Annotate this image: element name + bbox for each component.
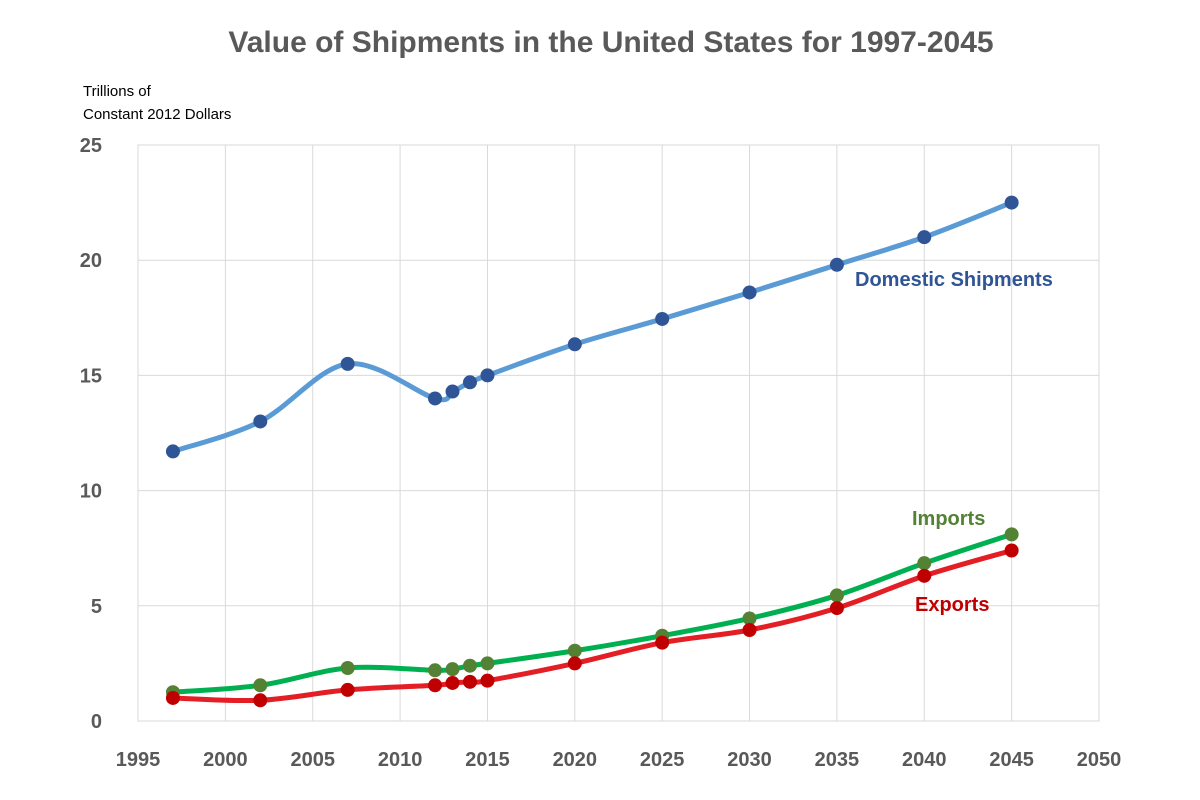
data-point-exports	[480, 673, 495, 688]
data-point-domestic	[829, 257, 844, 272]
series-label-exports: Exports	[915, 594, 989, 616]
gridlines	[137, 144, 1100, 722]
series-group	[165, 195, 1019, 708]
series-label-imports: Imports	[912, 508, 985, 530]
data-point-exports	[567, 656, 582, 671]
data-point-exports	[829, 601, 844, 616]
data-point-imports	[742, 611, 757, 626]
data-point-domestic	[567, 337, 582, 352]
data-point-domestic	[917, 230, 932, 245]
x-tick-label: 2010	[378, 749, 423, 771]
series-line-imports	[170, 531, 1015, 695]
data-point-exports	[253, 693, 268, 708]
x-tick-label: 1995	[116, 749, 161, 771]
x-tick-label: 2005	[290, 749, 335, 771]
series-exports	[165, 543, 1019, 708]
data-point-domestic	[340, 356, 355, 371]
series-line-domestic	[170, 200, 1015, 454]
y-tick-label: 0	[91, 711, 102, 733]
data-point-imports	[1004, 527, 1019, 542]
data-point-domestic	[462, 375, 477, 390]
data-point-domestic	[253, 414, 268, 429]
data-point-imports	[829, 588, 844, 603]
data-point-domestic	[445, 384, 460, 399]
series-label-domestic: Domestic Shipments	[855, 269, 1053, 291]
x-tick-label: 2015	[465, 749, 510, 771]
data-point-exports	[742, 622, 757, 637]
x-tick-label: 2020	[553, 749, 598, 771]
data-point-domestic	[1004, 195, 1019, 210]
data-point-exports	[428, 678, 443, 693]
series-imports	[165, 527, 1019, 700]
data-point-domestic	[655, 311, 670, 326]
x-tick-label: 2025	[640, 749, 685, 771]
x-tick-label: 2040	[902, 749, 947, 771]
data-point-imports	[462, 658, 477, 673]
data-point-domestic	[428, 391, 443, 406]
data-point-imports	[253, 678, 268, 693]
x-tick-labels: 1995 2000 2005 2010 2015 2020 2025 2030 2035 2040…	[116, 749, 1122, 771]
data-point-domestic	[165, 444, 180, 459]
chart-title: Value of Shipments in the United States …	[228, 26, 993, 59]
y-tick-label: 25	[80, 135, 102, 157]
data-point-imports	[428, 663, 443, 678]
data-point-exports	[917, 568, 932, 583]
data-point-exports	[1004, 543, 1019, 558]
x-tick-label: 2030	[727, 749, 772, 771]
data-point-imports	[445, 662, 460, 677]
y-axis-label-line-2: Constant 2012 Dollars	[83, 106, 231, 123]
data-point-exports	[462, 674, 477, 689]
data-point-imports	[567, 643, 582, 658]
y-tick-label: 15	[80, 365, 102, 387]
x-tick-label: 2050	[1077, 749, 1122, 771]
x-tick-label: 2045	[989, 749, 1034, 771]
data-point-imports	[917, 556, 932, 571]
plot-frame	[137, 144, 1100, 722]
data-point-exports	[165, 690, 180, 705]
data-point-imports	[340, 661, 355, 676]
y-tick-label: 5	[91, 596, 102, 618]
data-point-exports	[340, 682, 355, 697]
y-tick-labels: 0 5 10 15 20 25	[80, 135, 102, 733]
data-point-exports	[445, 675, 460, 690]
x-tick-label: 2000	[203, 749, 248, 771]
data-point-domestic	[480, 368, 495, 383]
data-point-imports	[480, 656, 495, 671]
y-tick-label: 20	[80, 250, 102, 272]
y-tick-label: 10	[80, 481, 102, 503]
data-point-domestic	[742, 285, 757, 300]
series-domestic	[165, 195, 1019, 459]
y-axis-label-line-1: Trillions of	[83, 83, 152, 100]
data-point-exports	[655, 635, 670, 650]
x-tick-label: 2035	[815, 749, 860, 771]
